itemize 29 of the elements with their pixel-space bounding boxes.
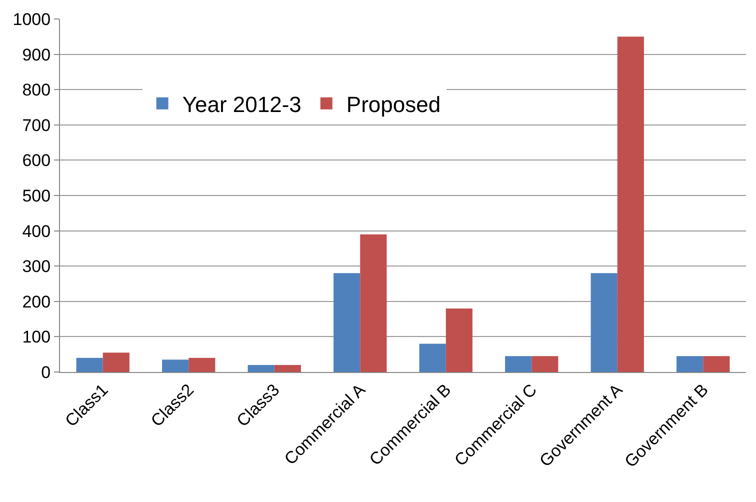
y-tick-label: 400 [22, 222, 51, 241]
y-tick-label: 1000 [12, 10, 51, 29]
bar [617, 36, 644, 372]
bar [419, 344, 446, 372]
bar [162, 360, 189, 372]
y-tick-label: 900 [22, 45, 51, 64]
bar [102, 352, 130, 372]
bar [505, 356, 532, 372]
y-tick-label: 200 [22, 292, 51, 312]
bar [274, 364, 301, 372]
bar [532, 356, 558, 372]
bar [446, 308, 472, 372]
y-tick-label: 0 [41, 362, 51, 382]
y-tick-label: 300 [22, 257, 51, 276]
legend-label: Year 2012-3 [182, 92, 302, 117]
bar [703, 356, 730, 372]
bar [188, 358, 216, 372]
y-tick-label: 500 [22, 186, 51, 206]
bar [248, 364, 274, 372]
y-tick-label: 800 [22, 80, 51, 100]
bar [676, 356, 704, 372]
legend-label: Proposed [346, 92, 441, 117]
y-tick-label: 100 [22, 328, 51, 347]
bar [360, 234, 387, 372]
bar [590, 273, 618, 372]
bar [334, 273, 360, 372]
y-tick-label: 600 [22, 151, 51, 170]
y-tick-label: 700 [22, 116, 51, 135]
bar [76, 358, 103, 372]
